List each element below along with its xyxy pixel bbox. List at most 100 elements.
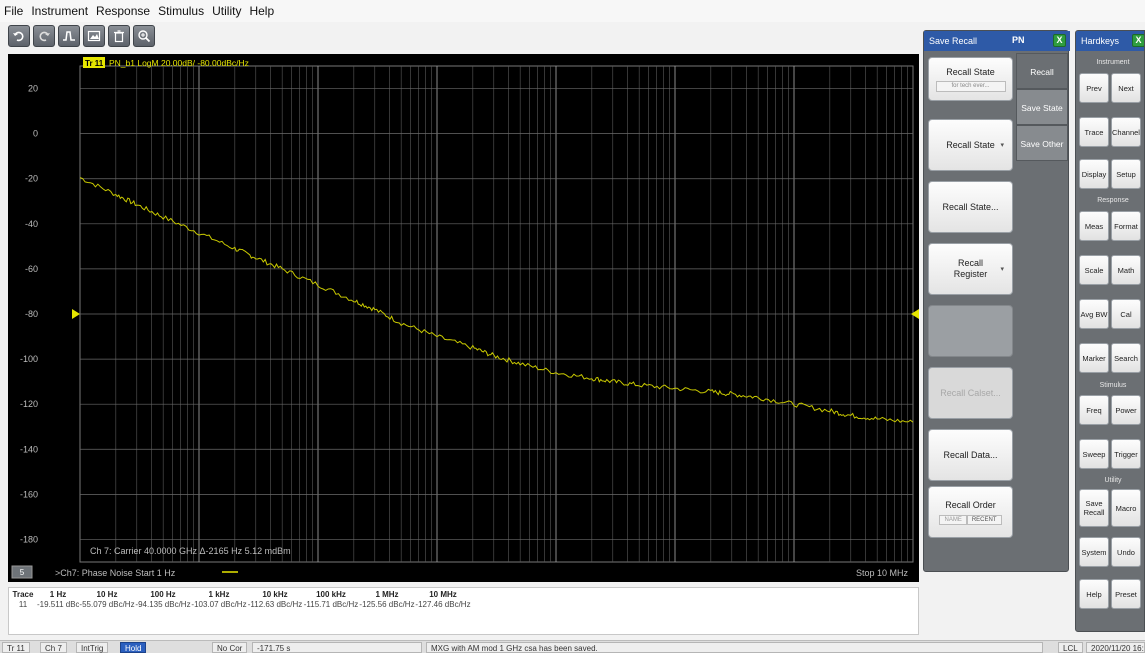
save-recall-key[interactable]: Save Recall [1079, 489, 1109, 527]
chevron-down-icon: ▾ [1000, 142, 1004, 149]
recall-state-button[interactable]: Recall State for tech ever... [928, 57, 1013, 101]
tab-save-other[interactable]: Save Other [1016, 125, 1068, 161]
y-tick-label: -100 [20, 354, 38, 364]
marker-key[interactable]: Marker [1079, 343, 1109, 373]
menu-bar: File Instrument Response Stimulus Utilit… [0, 0, 1145, 22]
freq-key[interactable]: Freq [1079, 395, 1109, 425]
prev-key[interactable]: Prev [1079, 73, 1109, 103]
status-correction[interactable]: No Cor [212, 642, 248, 653]
marker-table-cell: -19.511 dBc/Hz [37, 600, 79, 609]
recall-state-dropdown-button[interactable]: Recall State ▾ [928, 119, 1013, 171]
menu-instrument[interactable]: Instrument [31, 4, 89, 18]
marker-table-cell: -55.079 dBc/Hz [79, 600, 135, 609]
meas-key[interactable]: Meas [1079, 211, 1109, 241]
menu-stimulus[interactable]: Stimulus [158, 4, 205, 18]
status-lcl[interactable]: LCL [1058, 642, 1083, 653]
math-key[interactable]: Math [1111, 255, 1141, 285]
trigger-key[interactable]: Trigger [1111, 439, 1141, 469]
toolbar [8, 25, 155, 49]
recall-register-button[interactable]: Recall Register ▾ [928, 243, 1013, 295]
picture-icon[interactable] [83, 25, 105, 47]
status-message: MXG with AM mod 1 GHz csa has been saved… [426, 642, 1043, 653]
setup-key[interactable]: Setup [1111, 159, 1141, 189]
reference-marker-left-icon [72, 309, 80, 319]
marker-table-header: Trace 1 Hz 10 Hz 100 Hz 1 kHz 10 kHz 100 kHz 1 … [9, 590, 471, 601]
preset-key[interactable]: Preset [1111, 579, 1141, 609]
marker-table-cell: -94.135 dBc/Hz [135, 600, 191, 609]
recall-order-button[interactable]: Recall Order NAME RECENT [928, 486, 1013, 538]
search-key[interactable]: Search [1111, 343, 1141, 373]
marker-table-cell: -125.56 dBc/Hz [359, 600, 415, 609]
phase-noise-chart[interactable]: 20 0 -20 -40 -60 -80 -100 -120 -140 -160 -180 Tr 11… [8, 54, 919, 582]
redo-icon[interactable] [33, 25, 55, 47]
trash-icon[interactable] [108, 25, 130, 47]
marker-table-row: 11 -19.511 dBc/Hz-55.079 dBc/Hz-94.135 dB… [9, 600, 471, 611]
tab-save-state[interactable]: Save State [1016, 89, 1068, 125]
cal-key[interactable]: Cal [1111, 299, 1141, 329]
button-label: Recall Order [945, 499, 996, 510]
marker-table-header-cell: 1 kHz [208, 590, 230, 599]
format-key[interactable]: Format [1111, 211, 1141, 241]
button-label: Recall State... [942, 202, 999, 212]
power-key[interactable]: Power [1111, 395, 1141, 425]
menu-utility[interactable]: Utility [212, 4, 242, 18]
reference-marker-right-icon [911, 309, 919, 319]
marker-table-header-cell: 100 Hz [150, 590, 176, 599]
group-label-instrument: Instrument [1096, 59, 1130, 66]
button-label: Recall Calset... [940, 388, 1001, 398]
marker-table-cell: 11 [18, 600, 28, 609]
undo-key[interactable]: Undo [1111, 537, 1141, 567]
menu-help[interactable]: Help [249, 4, 275, 18]
recall-state-file-field[interactable]: for tech ever... [935, 80, 1006, 92]
menu-response[interactable]: Response [96, 4, 151, 18]
y-tick-label: -140 [20, 444, 38, 454]
y-tick-label: 0 [33, 129, 38, 139]
next-key[interactable]: Next [1111, 73, 1141, 103]
recall-data-button[interactable]: Recall Data... [928, 429, 1013, 481]
status-trace[interactable]: Tr 11 [2, 642, 30, 653]
tab-recall[interactable]: Recall [1016, 53, 1068, 89]
panel-title: Hardkeys [1081, 36, 1120, 46]
close-icon[interactable]: X [1132, 34, 1144, 47]
status-time: -171.75 s [252, 642, 422, 653]
avg-bw-key[interactable]: Avg BW [1079, 299, 1109, 329]
status-trigger[interactable]: IntTrig [76, 642, 109, 653]
recall-calset-button[interactable]: Recall Calset... [928, 367, 1013, 419]
zoom-icon[interactable] [133, 25, 155, 47]
system-key[interactable]: System [1079, 537, 1109, 567]
close-icon[interactable]: X [1053, 34, 1066, 47]
y-tick-label: -180 [20, 534, 38, 544]
help-key[interactable]: Help [1079, 579, 1109, 609]
group-label-stimulus: Stimulus [1099, 382, 1127, 389]
menu-file[interactable]: File [4, 4, 24, 18]
sweep-key[interactable]: Sweep [1079, 439, 1109, 469]
status-hold[interactable]: Hold [120, 642, 147, 653]
y-tick-label: -20 [25, 174, 38, 184]
chevron-down-icon: ▾ [1000, 266, 1004, 273]
marker-table-header-cell: 100 kHz [316, 590, 346, 599]
marker-table-cell: -103.07 dBc/Hz [191, 600, 247, 609]
channel-key[interactable]: Channel [1111, 117, 1141, 147]
save-recall-title-bar: Save Recall PN X [924, 31, 1070, 51]
save-recall-panel: Save Recall PN X Recall State for tech e… [923, 30, 1070, 572]
display-key[interactable]: Display [1079, 159, 1109, 189]
hardkeys-panel: Hardkeys X Instrument Prev Next Trace Ch… [1075, 30, 1145, 632]
y-tick-label: -40 [25, 219, 38, 229]
status-channel[interactable]: Ch 7 [40, 642, 67, 653]
scale-key[interactable]: Scale [1079, 255, 1109, 285]
trace-key[interactable]: Trace [1079, 117, 1109, 147]
order-option-name[interactable]: NAME [939, 514, 967, 525]
trace-header-label: PN_b1 LogM 20.00dB/ -80.00dBc/Hz [109, 58, 249, 68]
recall-state-dialog-button[interactable]: Recall State... [928, 181, 1013, 233]
phase-noise-trace-line [79, 177, 914, 423]
panel-tag: PN [1012, 35, 1025, 45]
macro-key[interactable]: Macro [1111, 489, 1141, 527]
trace-tag-background [83, 57, 105, 68]
order-option-recent[interactable]: RECENT [966, 514, 1002, 525]
blank-softkey[interactable] [928, 305, 1013, 357]
undo-icon[interactable] [8, 25, 30, 47]
pulse-icon[interactable] [58, 25, 80, 47]
marker-table-header-cell: 1 Hz [49, 590, 67, 599]
marker-table-cell: -127.46 dBc/Hz [415, 600, 471, 609]
